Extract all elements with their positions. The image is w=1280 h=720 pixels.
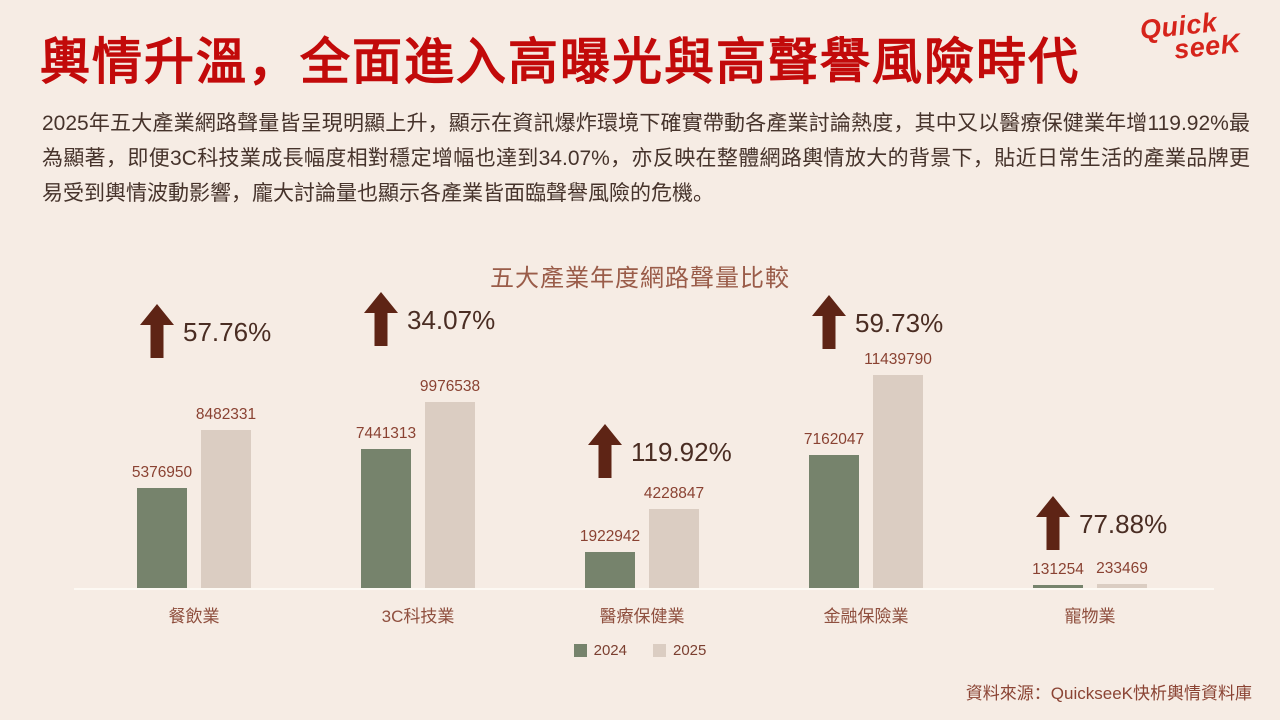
legend-swatch xyxy=(573,644,587,657)
growth-arrow-icon xyxy=(364,292,398,346)
legend-item: 2025 xyxy=(653,642,706,659)
bar-2025 xyxy=(649,509,699,588)
category-label: 寵物業 xyxy=(1064,607,1116,626)
category-label: 餐飲業 xyxy=(168,607,220,626)
category-axis: 餐飲業 3C科技業 醫療保健業 金融保險業 寵物業 xyxy=(0,602,1280,628)
growth-percent-label: 34.07% xyxy=(407,305,496,335)
legend-swatch xyxy=(653,644,666,657)
growth-arrow-icon xyxy=(140,304,174,358)
page-title: 輿情升溫，全面進入高曝光與高聲譽風險時代 xyxy=(40,34,1080,90)
bar-value-label: 4228847 xyxy=(643,485,705,502)
logo-line2: seeK xyxy=(1173,27,1243,65)
category-label: 3C科技業 xyxy=(381,607,455,626)
bar-2025 xyxy=(425,402,475,588)
growth-percent-label: 57.76% xyxy=(183,317,272,347)
chart-legend: 2024 2025 xyxy=(0,642,1280,659)
growth-percent-label: 59.73% xyxy=(855,308,944,338)
bar-2024 xyxy=(361,449,411,588)
x-axis-line xyxy=(74,588,1214,590)
bar-value-label: 9976538 xyxy=(419,378,481,395)
bar-value-label: 233469 xyxy=(1096,560,1148,577)
bar-value-label: 8482331 xyxy=(195,406,257,423)
bar-value-label: 7162047 xyxy=(803,431,865,448)
bar-2025 xyxy=(873,375,923,588)
bar-2025 xyxy=(1097,584,1147,588)
chart-plot-area: 5376950 8482331 57.76% 7441313 9976538 34.07%… xyxy=(0,292,1280,590)
growth-arrow-icon xyxy=(588,424,622,478)
bar-value-label: 7441313 xyxy=(355,425,417,442)
intro-paragraph: 2025年五大產業網路聲量皆呈現明顯上升，顯示在資訊爆炸環境下確實帶動各產業討論… xyxy=(42,112,1250,205)
bar-2024 xyxy=(809,455,859,588)
bar-value-label: 1922942 xyxy=(579,528,641,545)
bar-2024 xyxy=(585,552,635,588)
bar-2024 xyxy=(137,488,187,588)
data-source-note: 資料來源：QuickseeK快析輿情資料庫 xyxy=(965,684,1252,703)
category-label: 金融保險業 xyxy=(823,607,909,626)
chart-title: 五大產業年度網路聲量比較 xyxy=(490,265,790,292)
growth-arrow-icon xyxy=(812,295,846,349)
growth-percent-label: 77.88% xyxy=(1079,509,1168,539)
bar-value-label: 131254 xyxy=(1032,561,1084,578)
growth-arrow-icon xyxy=(1036,496,1070,550)
bar-value-label: 5376950 xyxy=(131,464,193,481)
legend-label: 2025 xyxy=(673,642,707,659)
growth-percent-label: 119.92% xyxy=(631,437,732,467)
legend-label: 2024 xyxy=(593,642,627,659)
legend-item: 2024 xyxy=(573,642,627,659)
quickseek-logo: Quick seeK xyxy=(1139,7,1243,67)
bar-2025 xyxy=(201,430,251,588)
bar-2024 xyxy=(1033,585,1083,588)
bar-value-label: 11439790 xyxy=(864,351,932,368)
category-label: 醫療保健業 xyxy=(599,607,685,626)
